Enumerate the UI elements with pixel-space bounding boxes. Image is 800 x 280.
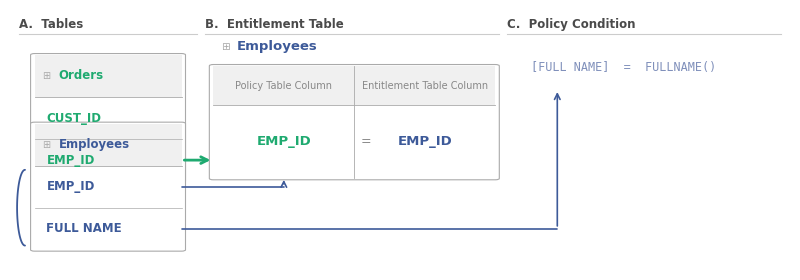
Text: C.  Policy Condition: C. Policy Condition	[507, 18, 636, 31]
FancyBboxPatch shape	[214, 66, 495, 105]
Text: EMP_ID: EMP_ID	[257, 135, 311, 148]
Text: Orders: Orders	[58, 69, 103, 83]
Text: Employees: Employees	[237, 40, 318, 53]
Text: EMP_ID: EMP_ID	[46, 154, 95, 167]
FancyBboxPatch shape	[30, 53, 186, 183]
Text: FULL NAME: FULL NAME	[46, 222, 122, 235]
Text: Entitlement Table Column: Entitlement Table Column	[362, 81, 488, 91]
FancyBboxPatch shape	[210, 64, 499, 180]
FancyBboxPatch shape	[34, 55, 182, 97]
Text: CUST_ID: CUST_ID	[46, 111, 102, 125]
Text: EMP_ID: EMP_ID	[398, 135, 452, 148]
Text: ⊞: ⊞	[222, 42, 230, 52]
Text: =: =	[361, 135, 371, 148]
Text: [FULL NAME]  =  FULLNAME(): [FULL NAME] = FULLNAME()	[531, 61, 716, 74]
FancyBboxPatch shape	[34, 123, 182, 165]
Text: Policy Table Column: Policy Table Column	[235, 81, 332, 91]
Text: ⊞: ⊞	[42, 71, 50, 81]
Text: A.  Tables: A. Tables	[18, 18, 83, 31]
Text: ⊞: ⊞	[42, 139, 50, 150]
Text: B.  Entitlement Table: B. Entitlement Table	[206, 18, 344, 31]
Text: Employees: Employees	[58, 138, 130, 151]
Text: EMP_ID: EMP_ID	[46, 180, 95, 193]
FancyBboxPatch shape	[30, 122, 186, 251]
